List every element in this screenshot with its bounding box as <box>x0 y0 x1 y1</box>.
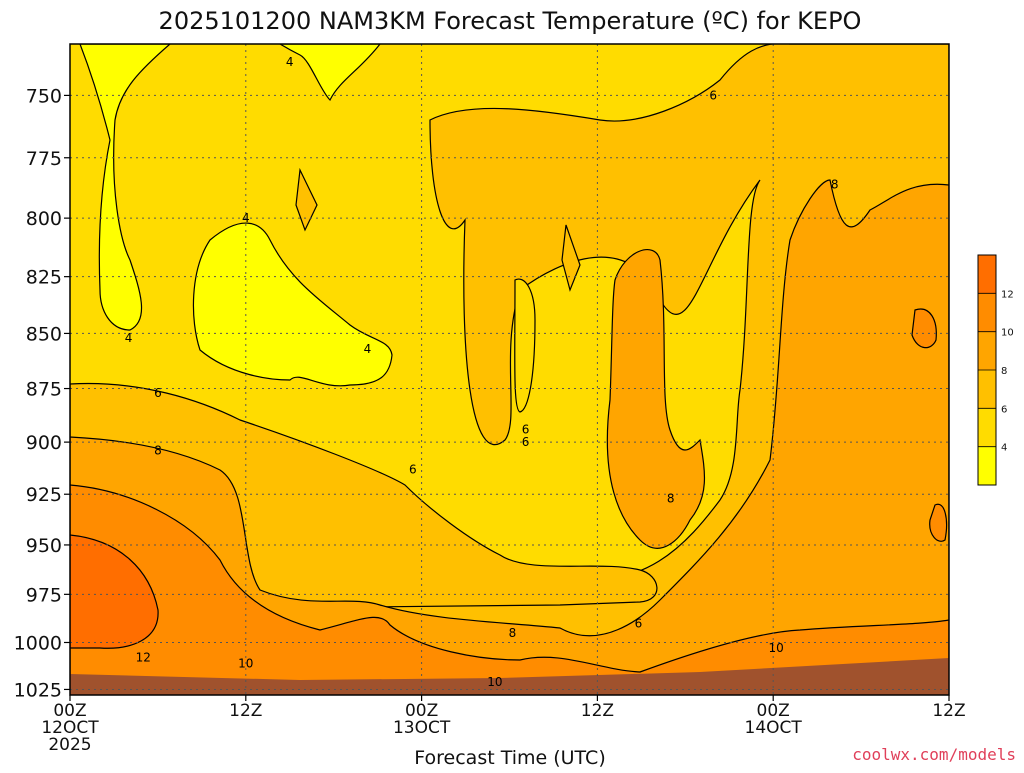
contour-label: 10 <box>487 675 502 689</box>
y-tick-label: 825 <box>26 267 62 289</box>
grid-lines <box>70 44 949 695</box>
band-12-14 <box>70 534 159 649</box>
chart-title: 2025101200 NAM3KM Forecast Temperature (… <box>159 7 862 35</box>
y-tick-label: 875 <box>26 379 62 401</box>
x-axis-label: Forecast Time (UTC) <box>414 747 605 768</box>
y-tick-label: 975 <box>26 584 62 606</box>
contour-label: 4 <box>125 331 133 345</box>
colorbar-segment <box>978 370 996 409</box>
colorbar-tick-label: 12 <box>1001 289 1014 300</box>
plot-frame <box>69 43 950 696</box>
ground-surface <box>70 658 949 695</box>
contour-label: 6 <box>635 616 643 630</box>
y-tick-label: 800 <box>26 208 62 230</box>
y-tick-label: 850 <box>26 323 62 345</box>
pocket-10-12-right2 <box>929 503 948 542</box>
colorbar-tick-label: 4 <box>1001 443 1007 454</box>
band-8-10-column <box>606 249 705 549</box>
plot-area <box>70 44 949 695</box>
band-10-12 <box>70 484 949 695</box>
y-tick-label: 1025 <box>14 679 62 701</box>
contour-label: 8 <box>831 178 839 192</box>
colorbar-segment <box>978 331 996 370</box>
contour-label: 4 <box>286 55 294 69</box>
x-tick-label: 14OCT <box>745 718 803 738</box>
band-8-10 <box>70 179 949 695</box>
colorbar-tick-label: 8 <box>1001 366 1007 377</box>
y-tick-label: 1000 <box>14 632 62 654</box>
pocket-6-8-b <box>561 224 581 292</box>
colorbar-tick-label: 10 <box>1001 328 1014 339</box>
y-tick-label: 950 <box>26 535 62 557</box>
x-tick-label: 00Z <box>405 701 438 721</box>
contour-label: 6 <box>522 435 530 449</box>
pocket-6-8-c <box>514 278 536 413</box>
colorbar-segment <box>978 446 996 485</box>
colorbar-tick-label: 6 <box>1001 404 1007 415</box>
y-tick-label: 775 <box>26 148 62 170</box>
contour-label: 8 <box>509 626 517 640</box>
colorbar-segment <box>978 293 996 332</box>
y-tick-label: 925 <box>26 484 62 506</box>
x-tick-label: 00Z <box>53 701 86 721</box>
x-tick-label: 2025 <box>48 735 91 755</box>
y-axis: 750 775 800 825 850 875 900 925 950 975 1000 1025 <box>14 85 70 701</box>
credit-text: coolwx.com/models <box>852 745 1016 764</box>
y-tick-label: 900 <box>26 432 62 454</box>
contour-label: 4 <box>364 342 372 356</box>
pocket-6-8-a <box>295 167 318 232</box>
contour-label: 12 <box>136 651 151 665</box>
contour-label: 4 <box>242 211 250 225</box>
colorbar-segment <box>978 255 996 294</box>
contour-label: 6 <box>409 462 417 476</box>
x-tick-label: 00Z <box>757 701 790 721</box>
colorbar: 4 6 8 10 12 <box>977 254 1014 486</box>
contour-label: 10 <box>768 641 783 655</box>
y-tick-label: 750 <box>26 85 62 107</box>
colorbar-segment <box>978 408 996 447</box>
x-tick-label: 12Z <box>229 701 262 721</box>
x-tick-label: 13OCT <box>393 718 451 738</box>
contour-label: 6 <box>154 386 162 400</box>
pocket-10-12-right <box>911 308 937 349</box>
contour-label: 6 <box>709 88 717 102</box>
contour-label: 10 <box>238 656 253 670</box>
x-tick-label: 12Z <box>581 701 614 721</box>
contour-label: 6 <box>522 422 530 436</box>
x-tick-label: 12Z <box>932 701 965 721</box>
x-tick-label: 12OCT <box>41 718 99 738</box>
band-below-4-top <box>79 44 171 331</box>
contour-label: 8 <box>154 444 162 458</box>
band-below-4-strip <box>278 44 381 102</box>
contour-label: 8 <box>667 491 675 505</box>
band-below-4-mid <box>192 222 393 387</box>
